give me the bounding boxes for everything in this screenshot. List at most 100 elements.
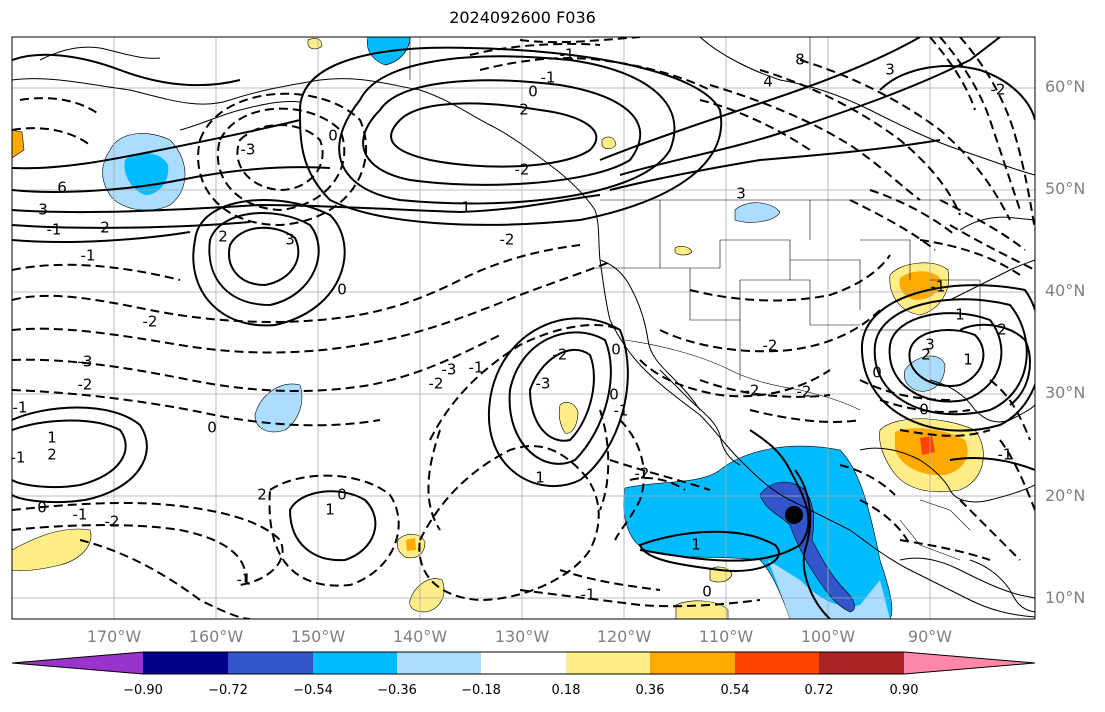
- lon-label: 130°W: [494, 627, 550, 646]
- lon-label: 140°W: [392, 627, 448, 646]
- contour-label: -2: [553, 346, 568, 364]
- colorbar-tick-label: −0.72: [208, 683, 248, 698]
- colorbar-segment: [735, 652, 819, 674]
- colorbar-segment: [650, 652, 735, 674]
- contour-label: 0: [702, 583, 712, 601]
- contour-label: 0: [872, 364, 882, 382]
- positive-region-east-pacific: [558, 402, 579, 434]
- colorbar-segment-under: [12, 652, 143, 674]
- contour-label: 0: [528, 83, 538, 101]
- contour-label: 8: [795, 51, 805, 69]
- contour-label: -2: [515, 161, 530, 179]
- contour-label: 2: [997, 321, 1007, 339]
- colorbar-tick-label: 0.90: [889, 683, 919, 698]
- contour-label: 0: [328, 127, 338, 145]
- contour-label: 2: [257, 486, 267, 504]
- contour-label: 0: [611, 341, 621, 359]
- colorbar: [11, 651, 1036, 675]
- lon-label: 160°W: [188, 627, 244, 646]
- colorbar-tick-label: −0.18: [461, 683, 501, 698]
- contour-label: 3: [285, 231, 295, 249]
- positive-region-hudson: [601, 136, 617, 150]
- positive-region-rockies: [674, 246, 693, 256]
- contour-label: 0: [207, 419, 217, 437]
- lat-label: 30°N: [1045, 383, 1086, 402]
- contour-label: 1: [955, 306, 965, 324]
- lat-label: 20°N: [1045, 486, 1086, 505]
- graticule: [12, 37, 1035, 619]
- lon-label: 170°W: [86, 627, 142, 646]
- contour-label: -1: [237, 571, 252, 589]
- contour-label: 1: [325, 501, 335, 519]
- contour-label: 2: [47, 446, 57, 464]
- contour-label: -1: [81, 247, 96, 265]
- colorbar-segment: [481, 652, 566, 674]
- contour-label: -3: [442, 361, 457, 379]
- lat-label: 40°N: [1045, 281, 1086, 300]
- contour-labels: 2 0 -1 -1 -2 1 -2 8 3 4 -3 6 3 0 2 -1 -2…: [11, 46, 1013, 604]
- map-area: [12, 37, 1035, 619]
- political-borders: [409, 37, 1035, 561]
- colorbar-segment: [397, 652, 481, 674]
- colorbar-tick-label: 0.18: [551, 683, 581, 698]
- positive-region-bering: [12, 129, 25, 159]
- contour-label: -2: [105, 513, 120, 531]
- colorbar-segment: [819, 652, 904, 674]
- colorbar-segment: [313, 652, 397, 674]
- lon-label: 100°W: [800, 627, 856, 646]
- contour-label: -1: [614, 402, 629, 420]
- colorbar-segment: [143, 652, 228, 674]
- contour-label: -1: [581, 586, 596, 604]
- contour-label: 0: [919, 401, 929, 419]
- colorbar-segment: [228, 652, 313, 674]
- dashed-contours: [12, 37, 1035, 619]
- contour-label: -3: [241, 141, 256, 159]
- contour-label: -1: [13, 399, 28, 417]
- positive-region-canada: [307, 38, 323, 50]
- contour-label: 1: [461, 199, 471, 217]
- map-frame: [11, 36, 1036, 620]
- storm-center-marker: [785, 506, 803, 524]
- contour-label: 0: [37, 499, 47, 517]
- contour-label: -2: [763, 337, 778, 355]
- contour-label: 2: [921, 346, 931, 364]
- contour-label: -2: [991, 81, 1006, 99]
- colorbar-tick-label: −0.54: [293, 683, 333, 698]
- contour-label: 2: [218, 228, 228, 246]
- contour-label: 4: [763, 73, 773, 91]
- contour-label: -2: [500, 231, 515, 249]
- colorbar-tick-label: 0.54: [720, 683, 750, 698]
- contour-label: 6: [57, 179, 67, 197]
- contour-label: -1: [560, 46, 575, 64]
- contour-label: -3: [536, 375, 551, 393]
- contour-label: 1: [535, 469, 545, 487]
- contour-label: 1: [47, 429, 57, 447]
- contour-label: 0: [337, 486, 347, 504]
- negative-region-plains: [734, 202, 781, 223]
- contour-label: 0: [609, 386, 619, 404]
- contour-label: -2: [745, 382, 760, 400]
- contour-label: -2: [429, 375, 444, 393]
- contour-label: -1: [998, 446, 1013, 464]
- lon-label: 120°W: [596, 627, 652, 646]
- solid-contours: [12, 37, 1035, 619]
- lat-label: 50°N: [1045, 179, 1086, 198]
- contour-label: -2: [635, 465, 650, 483]
- contour-label: 3: [38, 201, 48, 219]
- colorbar-segment-over: [904, 652, 1035, 674]
- colorbar-tick-label: 0.36: [635, 683, 665, 698]
- colorbar-tick-label: −0.90: [123, 683, 163, 698]
- contour-label: -1: [47, 221, 62, 239]
- positive-region-west-pacific: [12, 528, 92, 572]
- contour-label: 0: [337, 281, 347, 299]
- lat-label: 10°N: [1045, 588, 1086, 607]
- contour-label: -1: [541, 69, 556, 87]
- colorbar-tick-label: −0.36: [377, 683, 417, 698]
- negative-region-gulf-coast: [904, 355, 946, 392]
- lon-label: 90°W: [907, 627, 953, 646]
- contour-label: -3: [78, 353, 93, 371]
- weak-negative-region-mexico: [768, 560, 890, 619]
- contour-label: 1: [963, 351, 973, 369]
- contour-label: -1: [73, 506, 88, 524]
